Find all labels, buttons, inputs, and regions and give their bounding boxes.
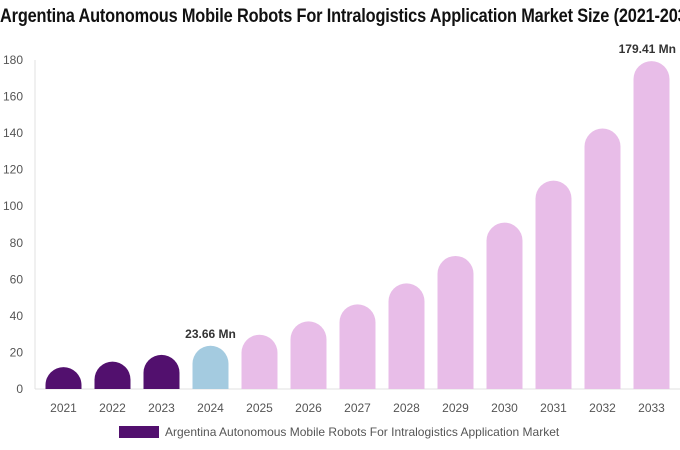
bar-2027 xyxy=(339,304,376,389)
legend: Argentina Autonomous Mobile Robots For I… xyxy=(119,425,559,439)
x-tick-label: 2028 xyxy=(393,401,420,415)
y-tick-label: 0 xyxy=(16,382,23,396)
x-tick-label: 2023 xyxy=(148,401,175,415)
y-tick-label: 140 xyxy=(3,126,23,140)
y-tick-label: 100 xyxy=(3,199,23,213)
x-tick-label: 2022 xyxy=(99,401,126,415)
y-tick-label: 120 xyxy=(3,163,23,177)
bar-2023 xyxy=(143,354,180,389)
x-tick-label: 2026 xyxy=(295,401,322,415)
x-tick-label: 2025 xyxy=(246,401,273,415)
x-tick-label: 2030 xyxy=(491,401,518,415)
y-tick-label: 20 xyxy=(10,345,24,359)
y-tick-label: 80 xyxy=(10,236,24,250)
bar-2030 xyxy=(486,222,523,389)
x-tick-label: 2032 xyxy=(589,401,616,415)
x-tick-label: 2021 xyxy=(50,401,77,415)
bar-2033 xyxy=(633,61,670,389)
bar-2028 xyxy=(388,283,425,389)
bar-2024 xyxy=(192,345,229,389)
data-label: 23.66 Mn xyxy=(185,327,236,341)
chart-title: Argentina Autonomous Mobile Robots For I… xyxy=(0,6,680,27)
y-tick-label: 40 xyxy=(10,309,24,323)
bar-2031 xyxy=(535,180,572,389)
y-tick-label: 60 xyxy=(10,272,24,286)
x-tick-label: 2027 xyxy=(344,401,371,415)
bar-2029 xyxy=(437,255,474,389)
x-tick-label: 2031 xyxy=(540,401,567,415)
legend-label: Argentina Autonomous Mobile Robots For I… xyxy=(165,425,560,439)
x-tick-label: 2024 xyxy=(197,401,224,415)
data-label: 179.41 Mn xyxy=(619,42,676,56)
legend-swatch xyxy=(119,426,159,438)
y-tick-label: 160 xyxy=(3,90,23,104)
y-tick-label: 180 xyxy=(3,53,23,67)
bar-2032 xyxy=(584,128,621,389)
bar-2026 xyxy=(290,321,327,389)
bar-2025 xyxy=(241,334,278,389)
x-tick-label: 2033 xyxy=(638,401,665,415)
bar-2021 xyxy=(45,367,82,389)
bar-2022 xyxy=(94,361,131,389)
x-tick-label: 2029 xyxy=(442,401,469,415)
